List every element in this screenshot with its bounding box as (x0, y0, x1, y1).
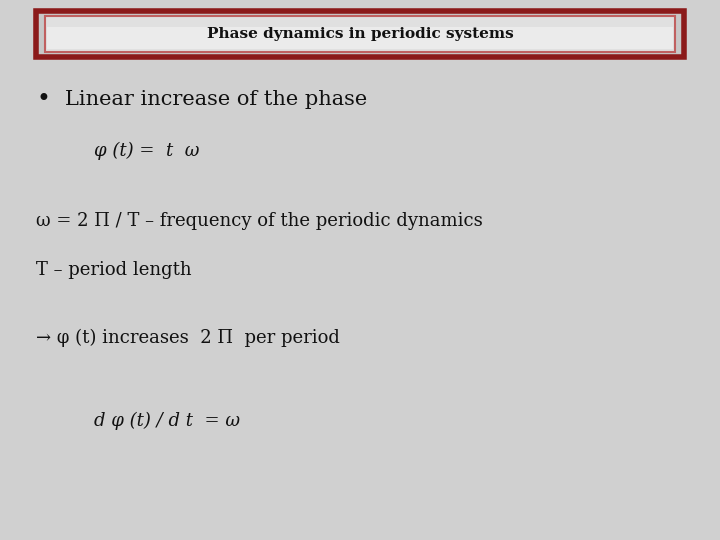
Text: •: • (36, 89, 50, 111)
FancyBboxPatch shape (45, 16, 675, 52)
Text: φ (t) =  t  ω: φ (t) = t ω (94, 142, 199, 160)
Text: → φ (t) increases  2 Π  per period: → φ (t) increases 2 Π per period (36, 328, 340, 347)
Text: Linear increase of the phase: Linear increase of the phase (65, 90, 367, 110)
Text: ω = 2 Π / T – frequency of the periodic dynamics: ω = 2 Π / T – frequency of the periodic … (36, 212, 482, 231)
FancyBboxPatch shape (47, 27, 673, 49)
Text: d φ (t) / d t  = ω: d φ (t) / d t = ω (94, 412, 240, 430)
Text: T – period length: T – period length (36, 261, 192, 279)
FancyBboxPatch shape (36, 11, 684, 57)
Text: Phase dynamics in periodic systems: Phase dynamics in periodic systems (207, 27, 513, 41)
